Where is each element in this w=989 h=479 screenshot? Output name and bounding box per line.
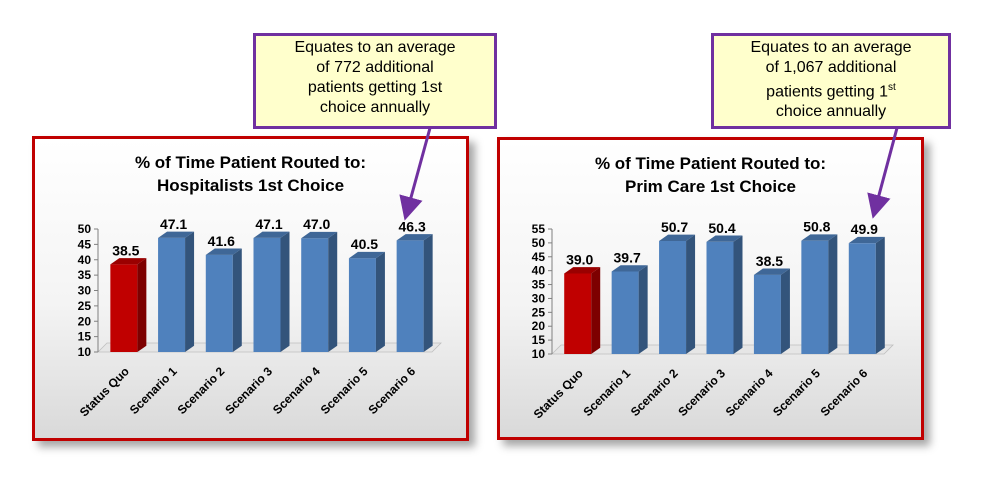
y-tick-label: 40 [78, 253, 92, 267]
bar [301, 238, 329, 352]
bar [564, 273, 592, 354]
y-tick-label: 55 [532, 222, 546, 236]
bar-top [706, 235, 743, 242]
bar [611, 271, 639, 354]
bar-side [638, 265, 648, 354]
callout-line: patients getting 1st [714, 78, 948, 102]
callout-hospitalists: Equates to an average of 772 additional … [253, 33, 497, 129]
bar-side [686, 234, 696, 354]
bar-top [611, 265, 648, 272]
bar-top [753, 268, 790, 275]
bar-side [591, 267, 601, 354]
callout-line: of 1,067 additional [765, 59, 897, 76]
bar-side [232, 248, 242, 352]
callout-arrow-left [399, 127, 432, 221]
bar-side [137, 258, 147, 352]
bar-side [780, 268, 790, 354]
data-label: 46.3 [399, 218, 426, 234]
bar-top [564, 267, 601, 274]
bar [706, 241, 734, 354]
bar-side [733, 235, 743, 354]
y-tick-label: 15 [78, 330, 92, 344]
y-tick-label: 10 [78, 345, 92, 359]
y-tick-label: 25 [532, 305, 546, 319]
data-label: 47.1 [160, 216, 187, 232]
bar-side [185, 231, 195, 352]
y-tick-label: 45 [78, 237, 92, 251]
y-tick-label: 50 [78, 222, 92, 236]
bar-side [828, 234, 838, 354]
data-label: 39.0 [566, 251, 593, 267]
bar-top [205, 248, 242, 255]
y-tick-label: 10 [532, 347, 546, 361]
bar [205, 254, 233, 352]
bar-side [423, 234, 433, 352]
bar-side [328, 231, 338, 352]
data-label: 47.0 [303, 216, 330, 232]
callout-arrow-right [867, 127, 899, 219]
bar-side [280, 231, 290, 352]
data-label: 49.9 [851, 221, 878, 237]
bar-top [396, 234, 433, 241]
callout-line-main: patients getting 1 [766, 83, 889, 101]
bar-top [801, 234, 838, 241]
data-label: 38.5 [756, 253, 783, 269]
data-label: 50.7 [661, 219, 688, 235]
bar [253, 237, 281, 352]
callout-line-sup: st [888, 82, 896, 93]
y-tick-label: 40 [532, 264, 546, 278]
chart-title-line1: % of Time Patient Routed to: [594, 154, 827, 173]
y-tick-label: 45 [532, 250, 546, 264]
bar-top [348, 251, 385, 259]
bar-top [301, 231, 338, 239]
data-label: 50.8 [803, 219, 830, 235]
bar [348, 258, 376, 352]
bar [158, 237, 186, 352]
y-tick-label: 35 [78, 268, 92, 282]
callout-line: choice annually [775, 103, 887, 121]
data-label: 39.7 [614, 250, 641, 266]
data-label: 47.1 [255, 216, 282, 232]
y-tick-label: 30 [532, 291, 546, 305]
chart-title: % of Time Patient Routed to: Hospitalist… [35, 151, 466, 197]
callout-line: Equates to an average [750, 39, 912, 56]
bar [110, 264, 138, 352]
data-label: 40.5 [351, 236, 378, 252]
y-tick-label: 35 [532, 278, 546, 292]
chart-panel-hospitalists: % of Time Patient Routed to: Hospitalist… [32, 136, 469, 441]
bar-top [659, 234, 696, 241]
y-tick-label: 30 [78, 284, 92, 298]
callout-line: of 772 additional [316, 59, 434, 76]
data-label: 41.6 [208, 233, 235, 249]
callout-line: choice annually [319, 99, 431, 116]
y-tick-label: 20 [78, 314, 92, 328]
bar-side [875, 236, 885, 354]
chart-title-line1: % of Time Patient Routed to: [134, 153, 367, 172]
callout-line: Equates to an average [294, 39, 456, 56]
bar-top [158, 231, 195, 238]
bar-top [110, 258, 147, 265]
y-tick-label: 25 [78, 299, 92, 313]
chart-title-line2: Hospitalists 1st Choice [156, 176, 345, 195]
bar-top [848, 236, 885, 244]
chart-title-line2: Prim Care 1st Choice [624, 177, 796, 196]
bar [396, 240, 424, 352]
data-label: 50.4 [708, 220, 735, 236]
bar [848, 243, 876, 354]
callout-line: patients getting 1st [307, 79, 443, 96]
bar-top [253, 231, 290, 238]
y-tick-label: 50 [532, 236, 546, 250]
bar [659, 240, 687, 354]
bar-side [375, 251, 385, 352]
callout-prim-care: Equates to an average of 1,067 additiona… [711, 33, 951, 129]
data-label: 38.5 [112, 242, 139, 258]
y-tick-label: 15 [532, 333, 546, 347]
bar [801, 240, 829, 354]
bar [753, 274, 781, 354]
chart-title: % of Time Patient Routed to: Prim Care 1… [500, 152, 921, 198]
y-tick-label: 20 [532, 319, 546, 333]
